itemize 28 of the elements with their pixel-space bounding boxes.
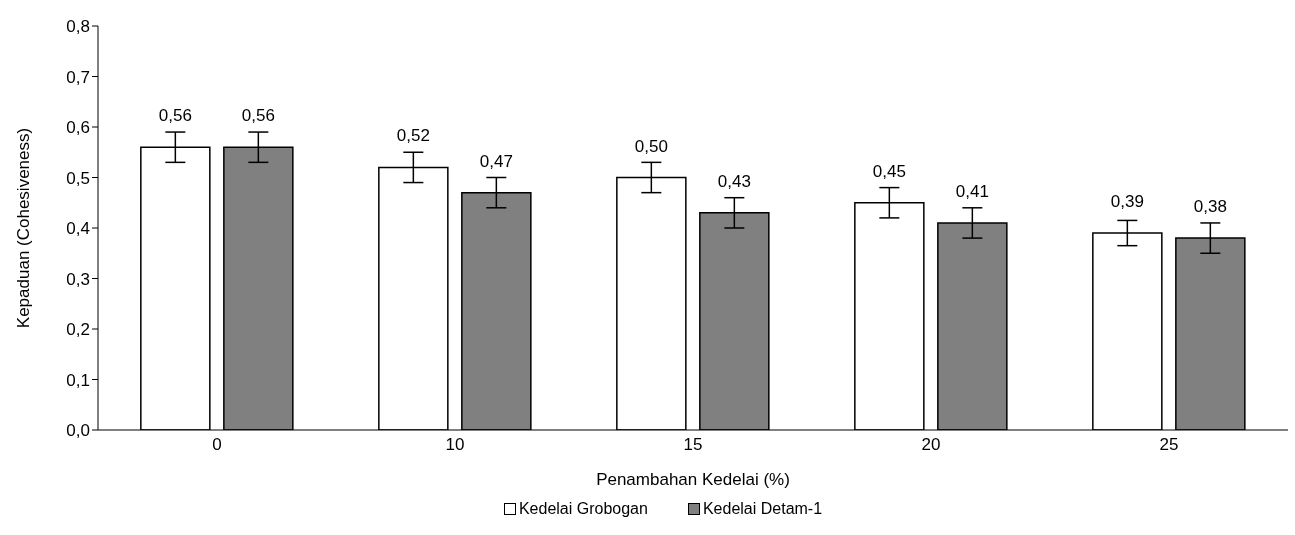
y-tick-label: 0,5 bbox=[66, 168, 90, 188]
x-tick-label: 25 bbox=[1159, 435, 1179, 455]
y-tick-label: 0,7 bbox=[66, 67, 90, 87]
y-tick-label: 0,3 bbox=[66, 269, 90, 289]
y-tick-label: 0,0 bbox=[66, 421, 90, 441]
x-tick-label: 20 bbox=[921, 435, 941, 455]
y-axis-title: Kepaduan (Cohesiveness) bbox=[14, 127, 34, 329]
data-label: 0,43 bbox=[717, 171, 751, 191]
data-label: 0,38 bbox=[1193, 197, 1227, 217]
data-label: 0,45 bbox=[872, 161, 906, 181]
y-tick-label: 0,1 bbox=[66, 370, 90, 390]
legend-label: Kedelai Grobogan bbox=[517, 500, 648, 518]
y-tick-label: 0,4 bbox=[66, 219, 90, 239]
data-label: 0,39 bbox=[1110, 192, 1144, 212]
data-label: 0,56 bbox=[158, 106, 192, 126]
x-tick-label: 15 bbox=[683, 435, 703, 455]
y-tick-label: 0,8 bbox=[66, 17, 90, 37]
data-label: 0,41 bbox=[955, 181, 989, 201]
data-label: 0,52 bbox=[396, 126, 430, 146]
y-tick-label: 0,2 bbox=[66, 320, 90, 340]
data-label: 0,50 bbox=[634, 136, 668, 156]
data-label: 0,47 bbox=[479, 151, 513, 171]
x-tick-label: 0 bbox=[212, 435, 222, 455]
x-axis-title: Penambahan Kedelai (%) bbox=[596, 470, 790, 489]
legend-label: Kedelai Detam-1 bbox=[701, 500, 823, 518]
y-tick-label: 0,6 bbox=[66, 118, 90, 138]
x-tick-label: 10 bbox=[445, 435, 465, 455]
data-label: 0,56 bbox=[241, 106, 275, 126]
